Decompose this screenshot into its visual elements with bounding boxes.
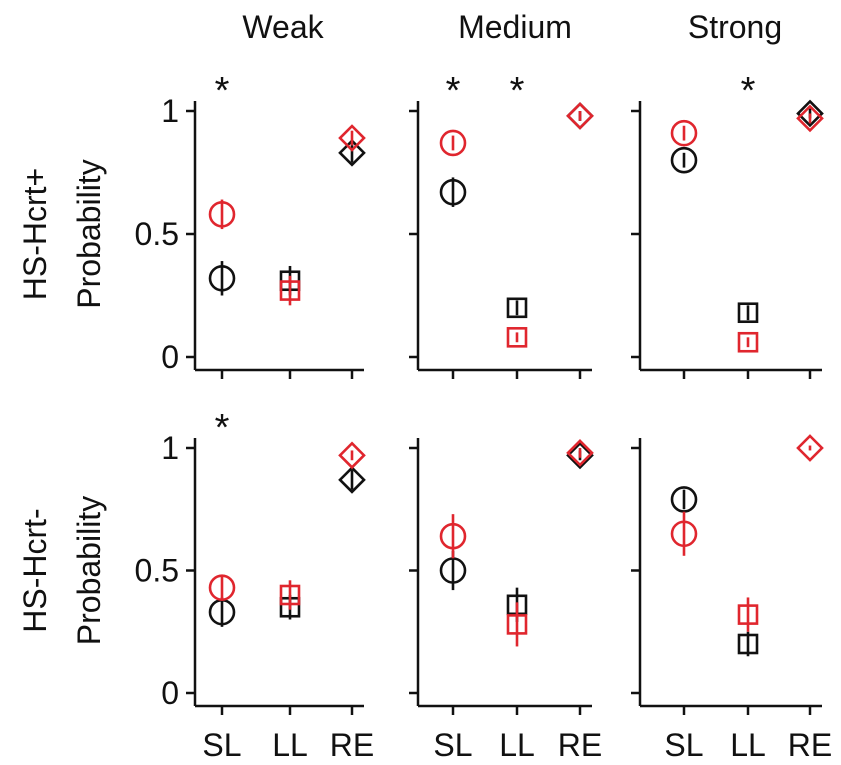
panel-hshcrt-weak: 0 0.5 1 SL LL RE * — [135, 407, 375, 763]
column-title-medium: Medium — [458, 9, 572, 45]
x-tick-label-sl: SL — [202, 727, 241, 763]
black-circle-marker-sl — [670, 146, 698, 174]
red-circle-marker-sl — [670, 520, 698, 548]
red-square-marker-ll — [279, 280, 301, 301]
red-diamond-marker-re — [338, 124, 366, 152]
y-tick-label: 1 — [161, 430, 179, 466]
column-title-weak: Weak — [242, 9, 324, 45]
x-tick-label-sl: SL — [664, 727, 703, 763]
red-diamond-marker-re — [566, 439, 594, 467]
red-square-marker-ll — [737, 604, 759, 625]
x-tick-label-ll: LL — [272, 727, 308, 763]
significance-star: * — [215, 407, 230, 449]
red-square-marker-ll — [279, 584, 301, 606]
red-diamond-marker-re — [566, 102, 594, 130]
red-circle-marker-sl — [670, 119, 698, 147]
y-tick-label: 0.5 — [135, 553, 179, 589]
panel-hshcrt-medium: SL LL RE — [409, 438, 602, 763]
red-square-marker-ll — [506, 327, 528, 348]
red-circle-marker-sl — [208, 201, 236, 228]
y-axis-label-row-2: Probability — [71, 496, 107, 645]
significance-star: * — [215, 70, 230, 112]
black-diamond-marker-re — [338, 138, 366, 167]
black-square-marker-ll — [506, 297, 528, 319]
red-square-marker-ll — [737, 331, 759, 353]
significance-star: * — [741, 70, 756, 112]
panel-hshcrt-strong: * — [631, 70, 824, 379]
y-tick-label: 0 — [161, 339, 179, 375]
red-circle-marker-sl — [439, 522, 467, 550]
panel-hshcrt-strong: SL LL RE — [631, 434, 832, 763]
black-diamond-marker-re — [338, 466, 366, 494]
x-tick-label-re: RE — [330, 727, 374, 763]
black-square-marker-ll — [737, 302, 759, 324]
black-circle-marker-sl — [670, 486, 698, 513]
panel-hshcrt-weak: 0 0.5 1 * — [135, 70, 366, 379]
x-tick-label-re: RE — [558, 727, 602, 763]
x-tick-label-sl: SL — [433, 727, 472, 763]
x-tick-label-ll: LL — [730, 727, 766, 763]
panel-hshcrt-medium: * * — [409, 70, 594, 379]
y-tick-label: 0.5 — [135, 216, 179, 252]
black-circle-marker-sl — [208, 264, 236, 292]
red-circle-marker-sl — [208, 574, 236, 601]
black-circle-marker-sl — [439, 178, 467, 206]
black-diamond-marker-re — [566, 441, 594, 470]
significance-star: * — [446, 70, 461, 112]
black-circle-marker-sl — [439, 557, 467, 584]
red-circle-marker-sl — [439, 129, 467, 157]
row-label-2: HS-Hcrt- — [17, 508, 53, 632]
red-diamond-marker-re — [796, 104, 824, 133]
red-diamond-marker-re — [338, 441, 366, 470]
red-square-marker-ll — [506, 614, 528, 635]
black-square-marker-ll — [737, 633, 759, 655]
significance-star: * — [510, 70, 525, 112]
y-axis-label-row-1: Probability — [71, 159, 107, 308]
column-title-strong: Strong — [688, 9, 782, 45]
y-tick-label: 1 — [161, 93, 179, 129]
red-diamond-marker-re — [796, 434, 824, 462]
black-diamond-marker-re — [796, 99, 824, 128]
x-tick-label-re: RE — [788, 727, 832, 763]
y-tick-label: 0 — [161, 675, 179, 711]
row-label-1: HS-Hcrt+ — [17, 168, 53, 300]
x-tick-label-ll: LL — [499, 727, 535, 763]
